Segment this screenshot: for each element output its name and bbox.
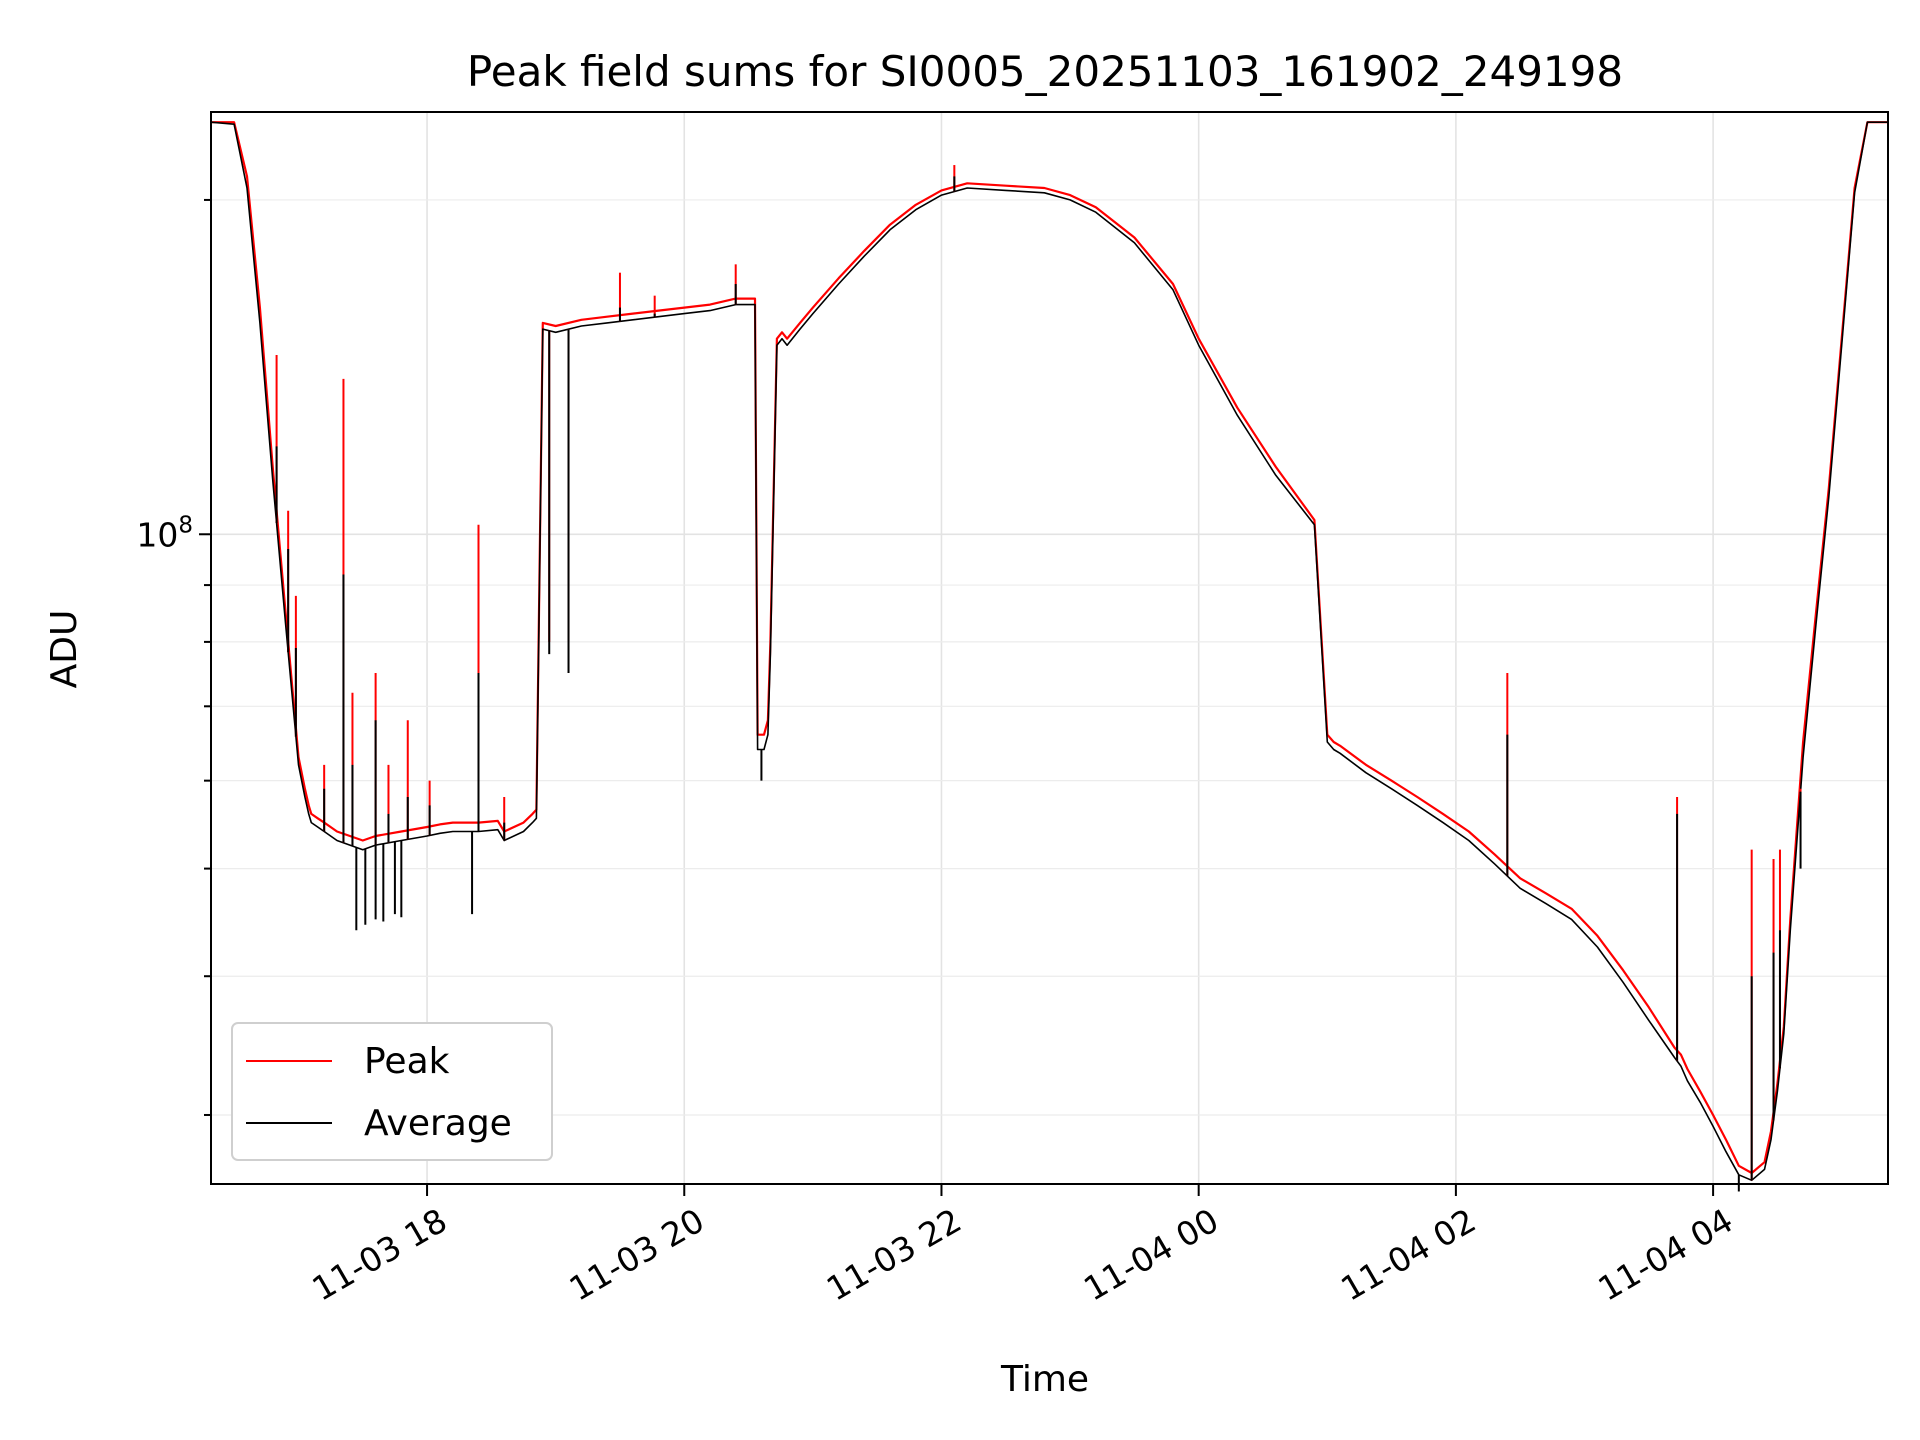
y-tick-label-base: 10 [136,515,178,554]
legend-box [231,1022,553,1161]
chart-title: Peak field sums for SI0005_20251103_1619… [467,47,1623,96]
x-axis-label: Time [1000,1359,1089,1400]
y-axis-label: ADU [44,610,85,689]
legend-average-label: Average [364,1103,512,1144]
y-tick-label-exponent: 8 [178,512,193,538]
grid-layer [211,112,1888,1184]
legend-peak-label: Peak [364,1041,450,1082]
legend: Peak Average [231,1022,553,1161]
plot-frame [210,111,1889,1185]
series-layer [210,121,1888,1192]
y-tick-label: 108 [136,512,193,554]
